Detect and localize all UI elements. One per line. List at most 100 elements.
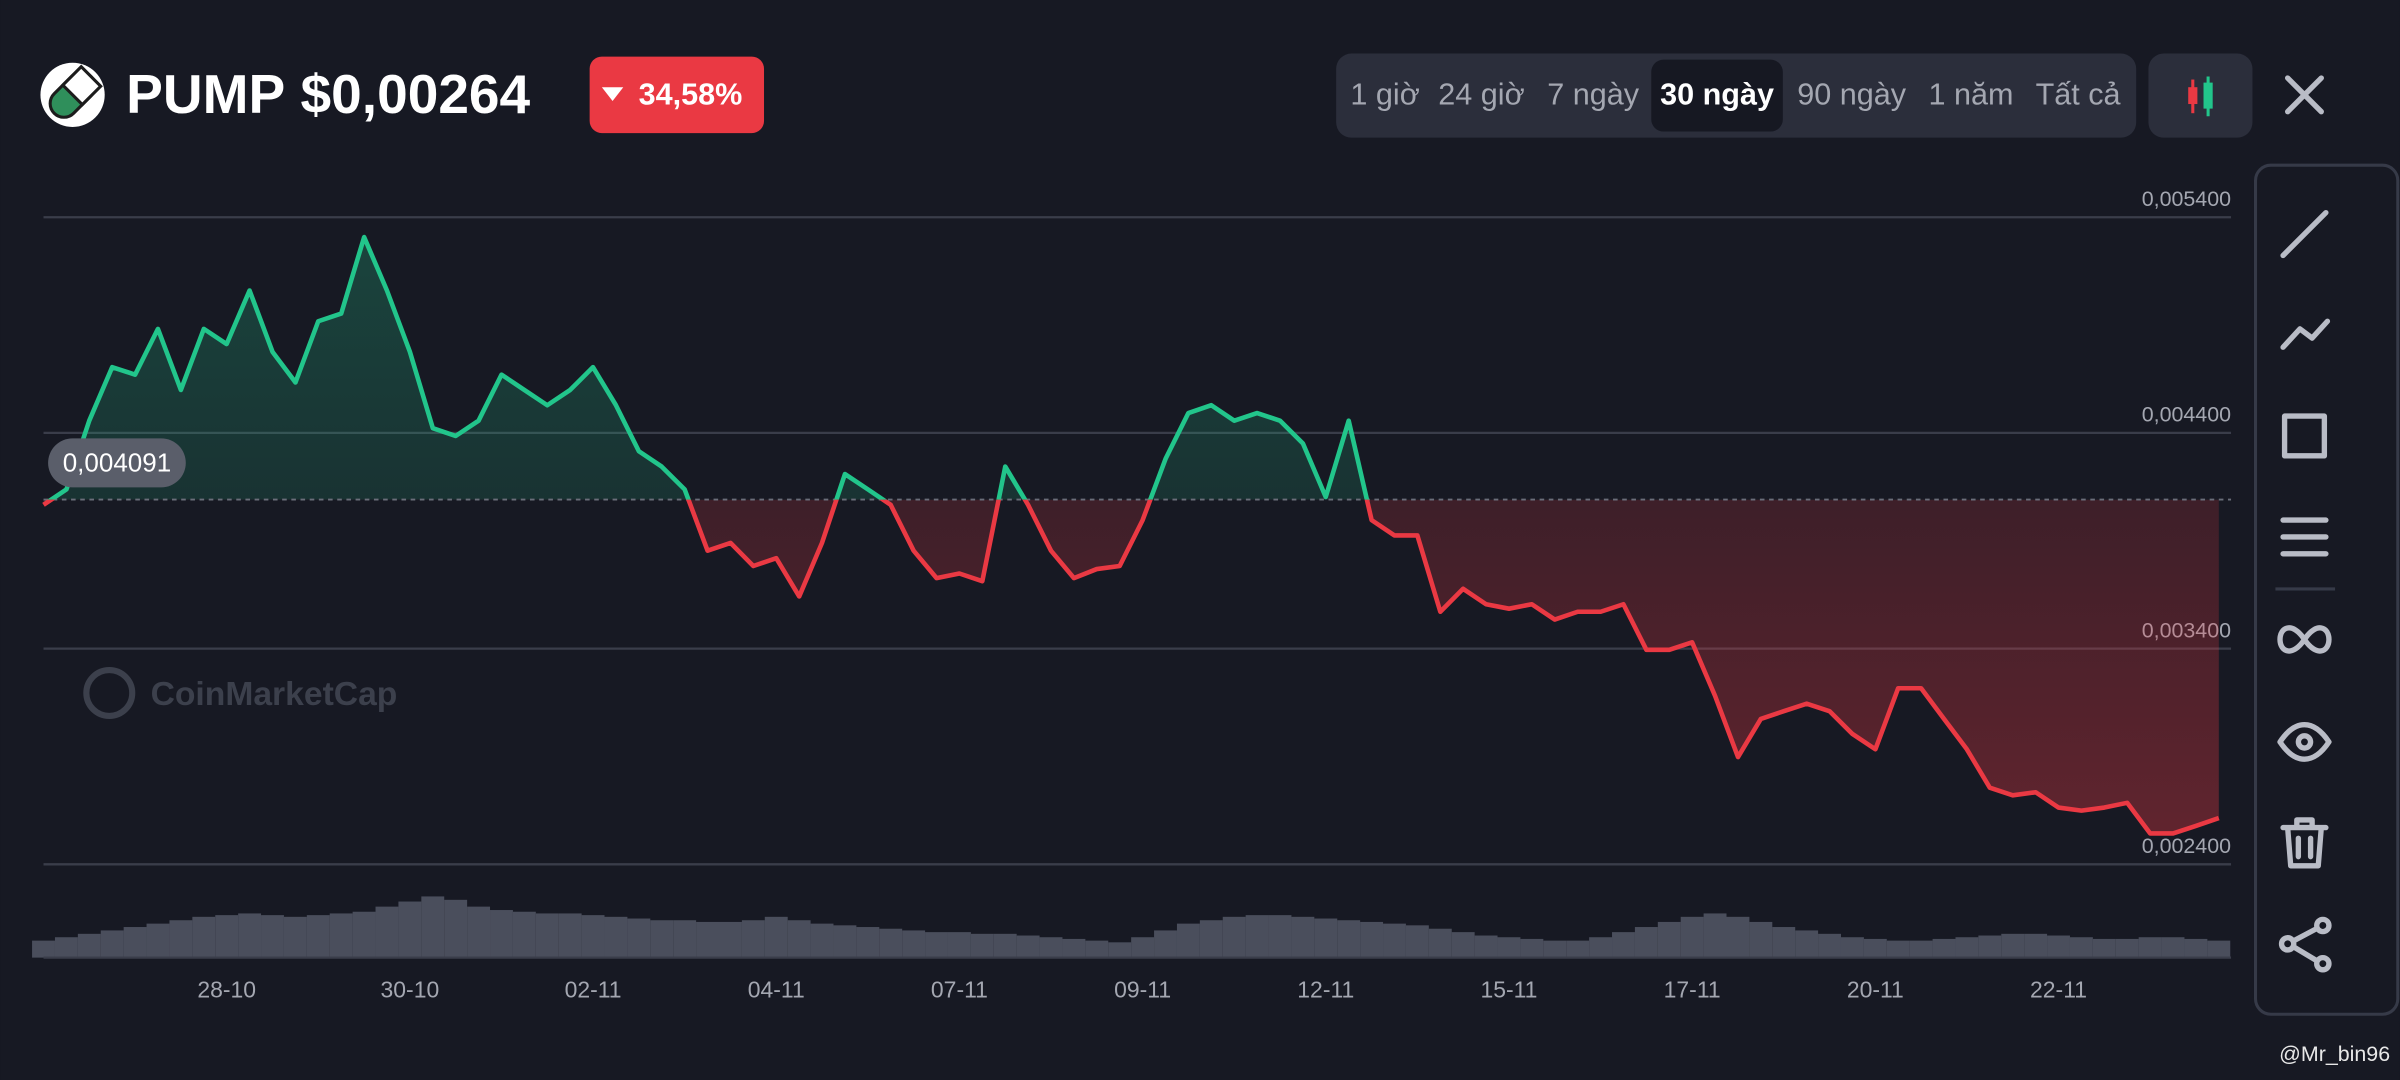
volume-bar [833,925,857,958]
volume-bar [490,910,513,958]
volume-bar [993,933,1017,958]
x-tick-label: 17-11 [1664,976,1721,1002]
volume-bar [2024,933,2048,958]
volume-bar [1451,932,1475,958]
volume-bar [856,927,880,958]
volume-bar [1383,923,1406,958]
timeframe[interactable]: 90 ngày [1797,77,1907,111]
x-tick-label: 28-10 [197,976,256,1002]
volume-bar [32,940,55,958]
x-tick-label: 15-11 [1480,976,1537,1002]
volume-bar [1978,935,2002,958]
volume-bar [581,915,605,958]
volume-bar [1039,937,1063,958]
timeframe[interactable]: 30 ngày [1660,77,1774,111]
volume-bar [1245,915,1269,958]
volume-bar [238,913,262,958]
volume-bar [261,915,284,958]
toolbar [2253,163,2400,1016]
volume-bar [1589,937,1613,958]
volume-bar [512,911,536,958]
volume-bar [1016,935,1040,958]
volume-bar [421,896,445,958]
volume-bar [1909,940,1933,958]
timeframes: 1 giờ 24 giờ 7 ngày 30 ngày 90 ngày 1 năm Tất … [1350,59,2121,132]
down-arrow [601,87,624,101]
volume-bar [1863,938,1887,958]
volume-bar [1360,921,1384,958]
volume-bar [54,937,78,958]
price-line-down [42,499,2220,836]
volume-bar [787,920,811,958]
volume-bar [329,913,353,958]
timeframe[interactable]: Tất cả [2036,77,2121,111]
volume-bar [1749,921,1773,958]
timeframe[interactable]: 1 năm [1928,77,2013,111]
watermark-logo [83,666,136,719]
volume-bar [146,923,170,958]
volume-bar [1657,921,1681,958]
volume-bar [810,923,834,958]
volume-bar [169,920,193,958]
volume-bar [1932,938,1956,958]
toolbar-icons[interactable] [2277,209,2332,973]
volume-bar [215,915,239,958]
volume-bar [970,933,994,958]
y-tick-label: 0,004400 [2142,403,2231,427]
volume-bar [1314,918,1338,958]
volume-bar [1108,942,1132,958]
volume-bar [1726,916,1750,958]
volume-bar [1291,916,1315,958]
volume-bar [1955,937,1979,958]
chart-type-button[interactable] [2148,53,2253,138]
volume-bar [1085,940,1109,958]
volume-bar [1337,920,1361,958]
volume-bar [2184,938,2208,958]
volume-bar [1520,938,1544,958]
volume-bar [444,899,468,958]
plot: 0,0024000,0034000,0044000,0054000,004091… [32,187,2231,1002]
timeframe[interactable]: 1 giờ [1350,77,1419,111]
x-tick-label: 20-11 [1847,976,1904,1002]
volume-bar [673,920,697,958]
area-down [43,499,2219,834]
volume-bar [1634,927,1658,958]
price-line-up [47,234,1370,500]
candle-icon [2188,76,2213,117]
volume-bar [1474,935,1498,958]
volume-bar [925,932,948,958]
volume-bar [947,932,971,958]
volume-bar [283,916,307,958]
x-tick-label: 12-11 [1297,976,1354,1002]
close-button[interactable] [2284,75,2324,115]
y-tick-label: 0,002400 [2142,834,2231,858]
volume-bar [2069,937,2093,958]
volume-bar [2001,933,2025,958]
volume-bar [398,901,422,958]
volume-bar [2161,937,2185,958]
x-tick-label: 09-11 [1114,976,1171,1002]
volume-bar [1131,937,1155,958]
volume-bar [77,933,101,958]
timeframe[interactable]: 24 giờ [1438,77,1524,111]
timeframe-selected[interactable] [1651,59,1783,132]
x-tick-label: 04-11 [748,976,805,1002]
timeframe[interactable]: 7 ngày [1547,77,1640,111]
volume-bar [902,930,926,958]
volume-bar [1199,920,1223,958]
volume-bar [192,916,216,958]
x-tick-label: 02-11 [565,976,622,1002]
volume-bar [879,928,903,958]
volume-bar [1703,913,1727,958]
volume-bar [764,916,788,958]
volume-bar [1062,938,1086,958]
volume-bar [696,921,719,958]
x-tick-label: 30-10 [381,976,440,1002]
coin-icon [40,62,105,127]
y-tick-label: 0,005400 [2142,187,2231,211]
volume-bar [2138,937,2162,958]
area-up [51,237,1367,500]
volume-bar [1428,928,1452,958]
credit: @Mr_bin96 [2279,1042,2390,1066]
